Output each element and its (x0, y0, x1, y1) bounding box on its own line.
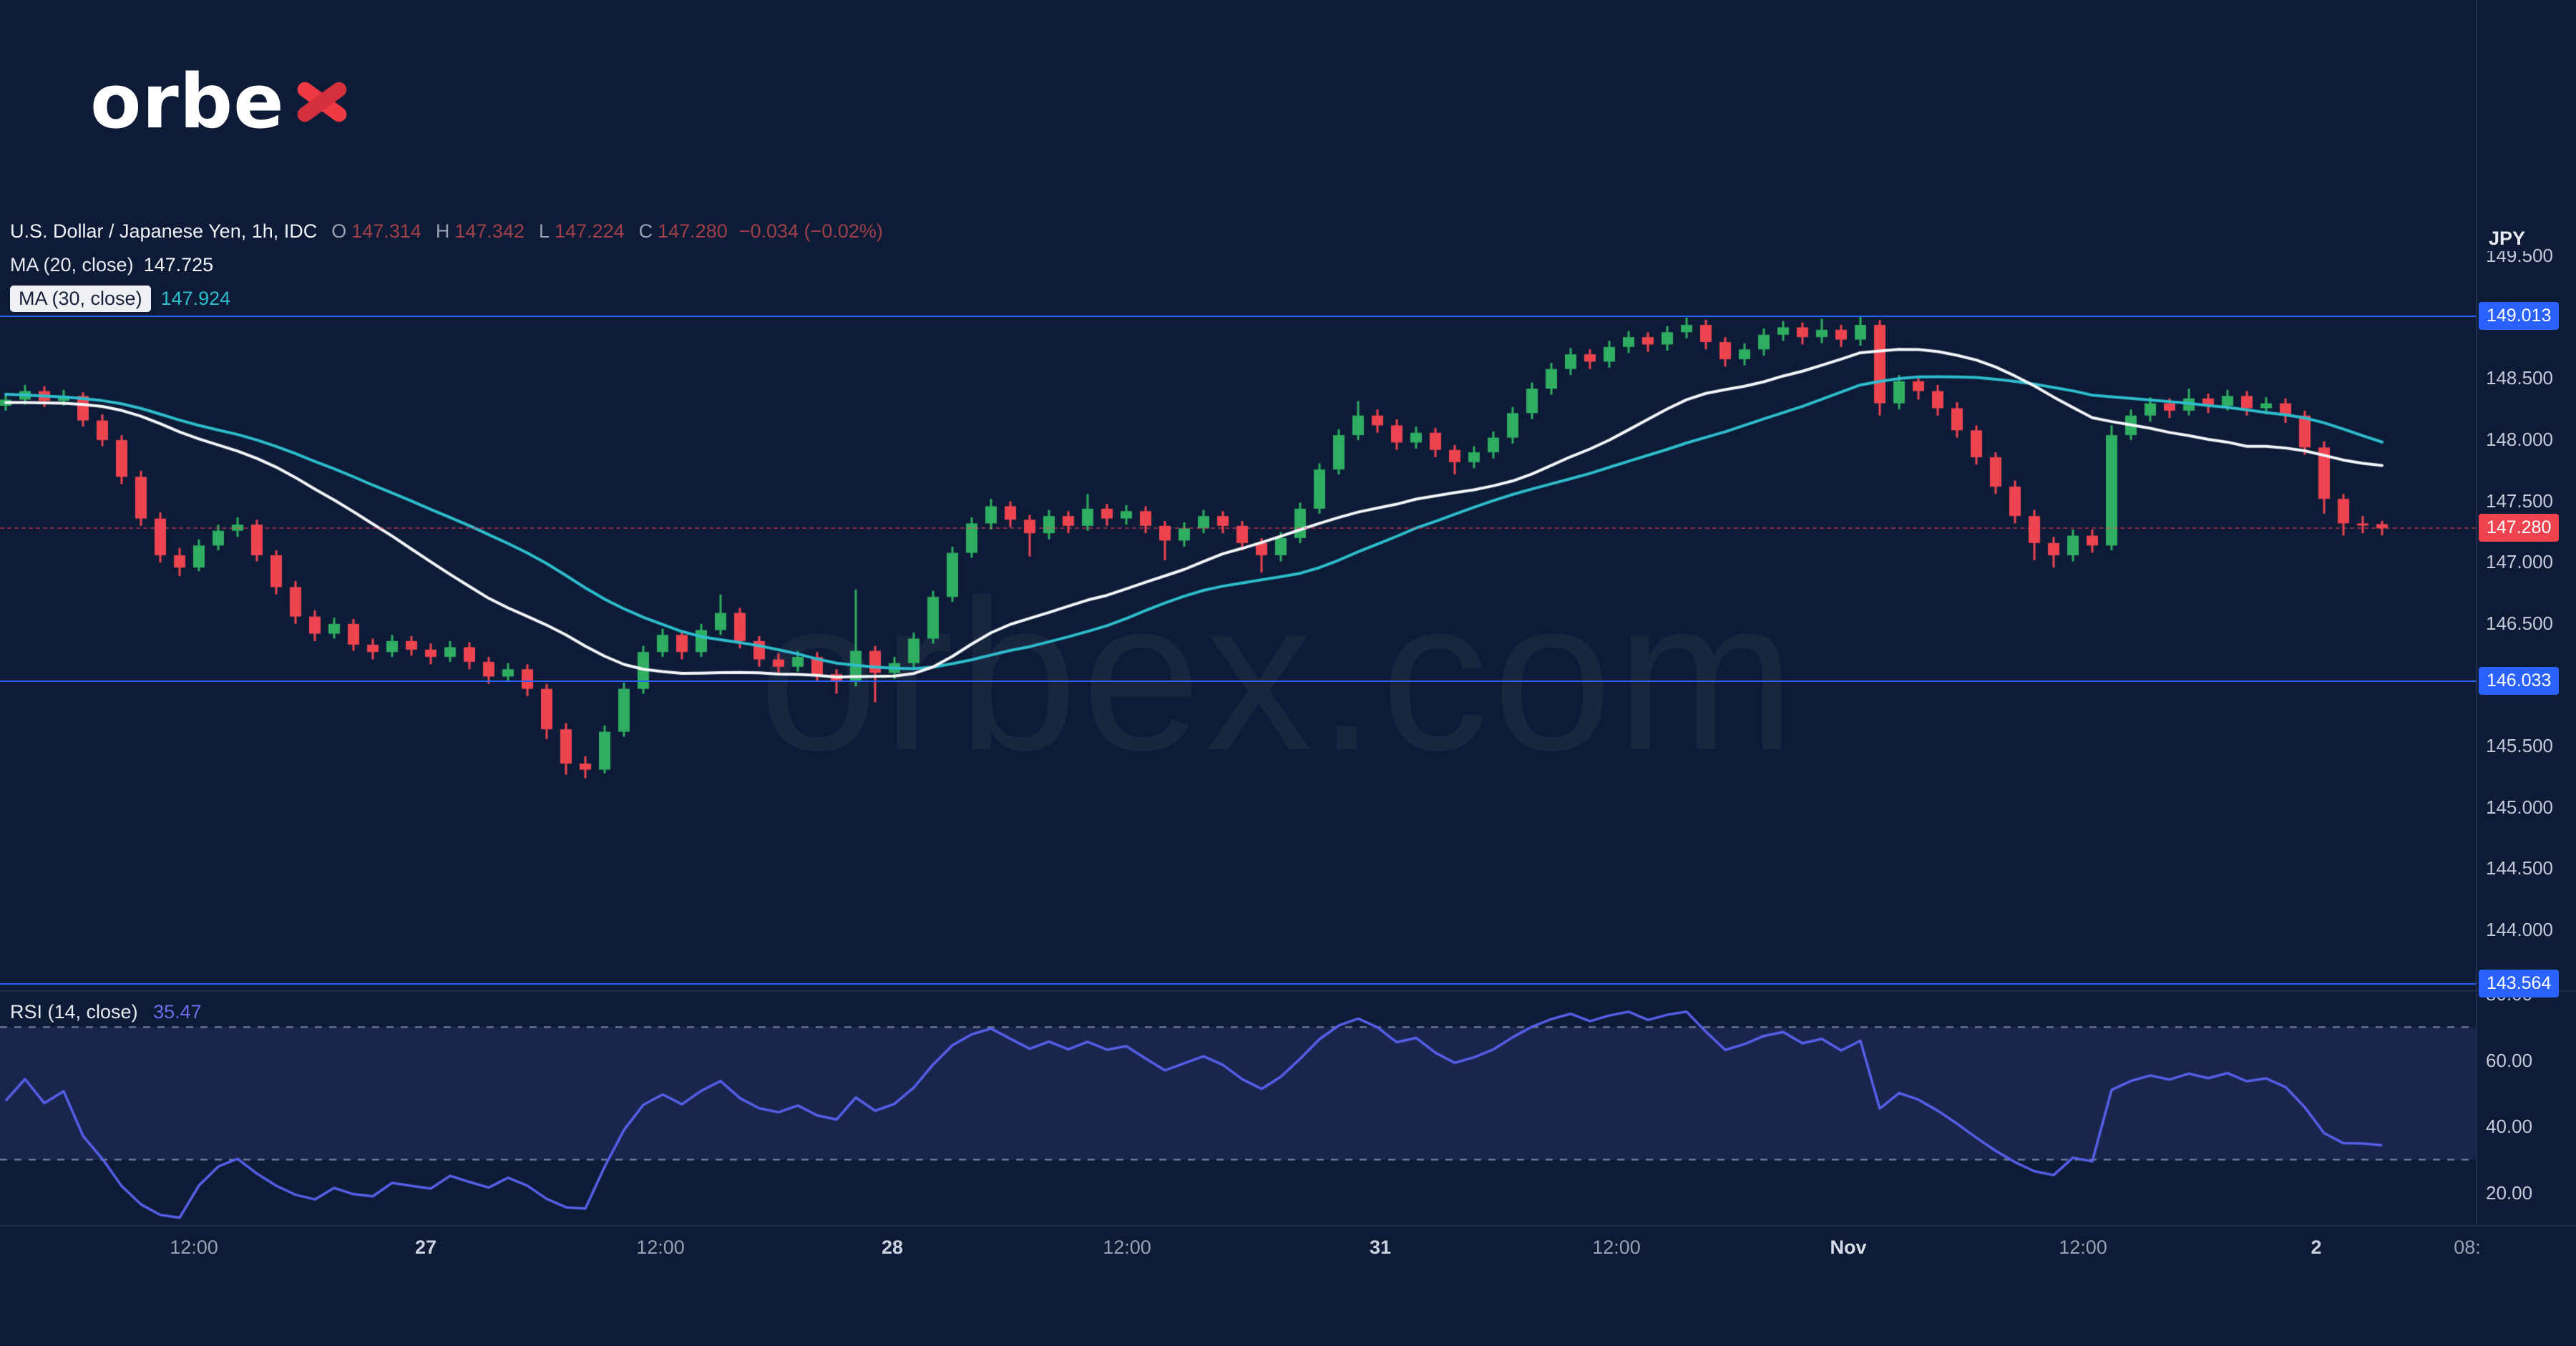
price-tick-label: 145.500 (2486, 735, 2553, 757)
price-tick-label: 145.000 (2486, 796, 2553, 818)
symbol-title: U.S. Dollar / Japanese Yen, 1h, IDC (10, 220, 318, 242)
orbex-logo-x-icon (292, 72, 352, 132)
high-label: H (435, 220, 450, 242)
chart-legend: U.S. Dollar / Japanese Yen, 1h, IDC O 14… (10, 215, 883, 316)
time-label-1200[interactable]: 12:00 (1592, 1237, 1641, 1258)
time-label-1200[interactable]: 12:00 (1103, 1237, 1151, 1258)
price-tick-label: 147.500 (2486, 489, 2553, 512)
close-value: 147.280 (658, 220, 728, 242)
ma20-label: MA (20, close) (10, 254, 134, 275)
price-tick-label: 147.000 (2486, 551, 2553, 573)
price-level-badge: 146.033 (2479, 666, 2560, 695)
close-label: C (638, 220, 653, 242)
last-price-line (0, 527, 2476, 530)
price-level-badge: 149.013 (2479, 301, 2560, 330)
orbex-logo-text: orbe (90, 58, 285, 145)
ma30-label: MA (30, close) (10, 286, 151, 312)
time-label-1200[interactable]: 12:00 (2059, 1237, 2107, 1258)
price-tick-label: 148.000 (2486, 429, 2553, 450)
ma20-legend-row[interactable]: MA (20, close) 147.725 (10, 248, 883, 282)
price-level-line (0, 982, 2476, 985)
orbex-logo: orbe (90, 58, 352, 145)
time-label-1200[interactable]: 12:00 (170, 1237, 218, 1258)
rsi-axis-label: 40.00 (2486, 1116, 2533, 1138)
price-level-line (0, 315, 2476, 317)
price-axis[interactable]: JPY 149.500 148.500 148.000 147.500 147.000 1… (2476, 0, 2576, 1225)
price-level-line (0, 680, 2476, 682)
price-tick-label: 144.500 (2486, 857, 2553, 879)
time-label-31[interactable]: 31 (1369, 1237, 1392, 1258)
time-label-28[interactable]: 28 (881, 1237, 904, 1258)
rsi-value: 35.47 (153, 1001, 202, 1023)
rsi-axis-label: 20.00 (2486, 1181, 2533, 1204)
open-label: O (331, 220, 347, 242)
rsi-axis-label: 60.00 (2486, 1049, 2533, 1071)
rsi-legend-row[interactable]: RSI (14, close) 35.47 (10, 1001, 202, 1023)
time-label-1200[interactable]: 12:00 (636, 1237, 685, 1258)
price-pane[interactable]: orbex.com U.S. Dollar / Japanese Yen, 1h… (0, 0, 2476, 991)
high-value: 147.342 (454, 220, 525, 242)
open-value: 147.314 (351, 220, 421, 242)
time-axis-divider (0, 1225, 2576, 1226)
price-tick-label: 148.500 (2486, 367, 2553, 389)
ma20-value: 147.725 (143, 254, 214, 275)
price-level-badge: 143.564 (2479, 969, 2560, 998)
low-value: 147.224 (555, 220, 625, 242)
time-label-Nov[interactable]: Nov (1830, 1237, 1867, 1258)
candlestick-chart-canvas[interactable] (0, 0, 2476, 991)
ma30-value: 147.924 (160, 288, 231, 309)
symbol-legend-row[interactable]: U.S. Dollar / Japanese Yen, 1h, IDC O 14… (10, 215, 883, 248)
currency-label: JPY (2483, 226, 2532, 251)
price-axis-divider (2476, 0, 2477, 1225)
rsi-chart-canvas[interactable] (0, 991, 2476, 1225)
rsi-label: RSI (14, close) (10, 1001, 138, 1023)
time-axis[interactable]: 12:00 27 12:00 28 12:00 31 12:00 Nov 12:00 2 08: (0, 1225, 2576, 1346)
price-tick-label: 146.500 (2486, 612, 2553, 634)
change-value: −0.034 (−0.02%) (738, 220, 883, 242)
rsi-pane[interactable]: RSI (14, close) 35.47 (0, 991, 2476, 1225)
low-label: L (538, 220, 550, 242)
price-tick-label: 144.000 (2486, 919, 2553, 940)
pane-divider[interactable] (0, 990, 2576, 992)
time-label-2[interactable]: 2 (2311, 1237, 2322, 1258)
time-label-27[interactable]: 27 (414, 1237, 437, 1258)
ma30-legend-row[interactable]: MA (30, close) 147.924 (10, 282, 883, 316)
time-label-08[interactable]: 08: (2454, 1237, 2481, 1258)
last-price-badge: 147.280 (2479, 514, 2560, 542)
